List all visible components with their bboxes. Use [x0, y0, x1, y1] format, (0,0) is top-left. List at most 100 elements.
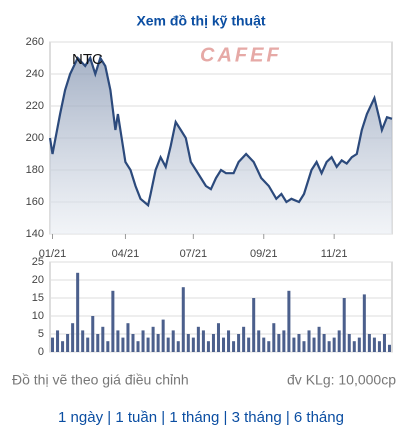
volume-bar — [272, 323, 276, 352]
range-link[interactable]: 3 tháng — [232, 409, 282, 426]
range-link[interactable]: 6 tháng — [294, 409, 344, 426]
volume-bar — [206, 341, 210, 352]
y-tick-label: 140 — [26, 228, 44, 240]
volume-bar — [342, 298, 346, 352]
volume-bar — [181, 287, 185, 352]
volume-bar — [146, 337, 150, 352]
volume-bar — [222, 337, 226, 352]
separator: | — [286, 409, 290, 426]
volume-bar — [96, 334, 100, 352]
range-link[interactable]: 1 ngày — [58, 409, 104, 426]
volume-bar — [237, 334, 241, 352]
volume-bar — [151, 326, 155, 352]
range-link[interactable]: 1 tháng — [169, 409, 219, 426]
volume-bar — [327, 341, 331, 352]
unit: đv KLg: 10,000cp — [287, 372, 396, 388]
watermark: CAFEF — [200, 44, 282, 66]
volume-bar — [116, 330, 120, 352]
volume-bar — [302, 341, 306, 352]
volume-bar — [277, 334, 281, 352]
volume-bar — [191, 337, 195, 352]
volume-bar — [252, 298, 256, 352]
y-tick-label: 240 — [26, 68, 44, 80]
price-line — [48, 55, 393, 208]
volume-bar — [71, 323, 75, 352]
volume-bar — [227, 330, 231, 352]
volume-bar — [322, 334, 326, 352]
volume-bar — [101, 326, 105, 352]
y-tick-label: 260 — [26, 36, 44, 48]
volume-bar — [347, 334, 351, 352]
volume-bar — [282, 330, 286, 352]
y-tick-label: 160 — [26, 196, 44, 208]
volume-bar — [111, 290, 115, 352]
volume-bar — [211, 334, 215, 352]
volume-bar — [86, 337, 90, 352]
volume-bar — [56, 330, 60, 352]
volume-bar — [161, 319, 165, 352]
volume-bar — [216, 323, 220, 352]
volume-bar — [372, 337, 376, 352]
y-tick-label: 180 — [26, 164, 44, 176]
y-tick-label: 220 — [26, 100, 44, 112]
y-tick-label: 10 — [32, 310, 44, 322]
x-tick-label: 11/21 — [321, 248, 348, 260]
volume-bar — [81, 330, 85, 352]
y-tick-label: 5 — [38, 328, 44, 340]
volume-bar — [352, 341, 356, 352]
separator: | — [107, 409, 111, 426]
separator: | — [224, 409, 228, 426]
volume-bar — [367, 334, 371, 352]
volume-bar — [176, 341, 180, 352]
volume-bar — [121, 337, 125, 352]
y-tick-label: 25 — [32, 256, 44, 268]
range-link[interactable]: 1 tuần — [115, 409, 157, 426]
volume-bar — [332, 337, 336, 352]
volume-bar — [156, 334, 160, 352]
y-tick-label: 0 — [38, 346, 44, 358]
volume-bar — [196, 326, 200, 352]
volume-bar — [242, 326, 246, 352]
volume-bar — [171, 330, 175, 352]
range-links: 1 ngày | 1 tuần | 1 tháng | 3 tháng | 6 … — [58, 409, 344, 426]
volume-bar — [91, 316, 95, 352]
volume-bar — [377, 341, 381, 352]
y-tick-label: 200 — [26, 132, 44, 144]
volume-bar — [136, 341, 140, 352]
volume-bar — [312, 337, 316, 352]
volume-bar — [106, 341, 110, 352]
volume-bar — [76, 272, 80, 352]
volume-bar — [292, 337, 296, 352]
range-links-text: 1 ngày | 1 tuần | 1 tháng | 3 tháng | 6 … — [58, 409, 344, 426]
volume-bar — [262, 337, 266, 352]
note: Đồ thị vẽ theo giá điều chỉnh — [12, 372, 189, 388]
volume-bar — [66, 334, 70, 352]
volume-bar — [186, 334, 190, 352]
volume-bar — [337, 330, 341, 352]
y-tick-label: 20 — [32, 274, 44, 286]
volume-bar — [362, 294, 366, 352]
volume-bar — [131, 334, 135, 352]
y-tick-label: 15 — [32, 292, 44, 304]
volume-bar — [201, 330, 205, 352]
volume-bar — [257, 330, 261, 352]
volume-bar — [357, 337, 361, 352]
volume-bar — [287, 290, 291, 352]
x-tick-label: 09/21 — [250, 248, 278, 260]
volume-bar — [61, 341, 65, 352]
separator: | — [161, 409, 165, 426]
volume-bar — [317, 326, 321, 352]
volume-bar — [382, 334, 386, 352]
x-tick-label: 01/21 — [39, 248, 67, 260]
x-tick-label: 04/21 — [112, 248, 140, 260]
volume-bar — [307, 330, 311, 352]
annotation: NTC — [72, 51, 103, 68]
volume-bar — [51, 337, 55, 352]
volume-bar — [297, 334, 301, 352]
volume-bar — [141, 330, 145, 352]
volume-bar — [247, 337, 251, 352]
x-tick-label: 07/21 — [180, 248, 208, 260]
volume-bar — [166, 337, 170, 352]
